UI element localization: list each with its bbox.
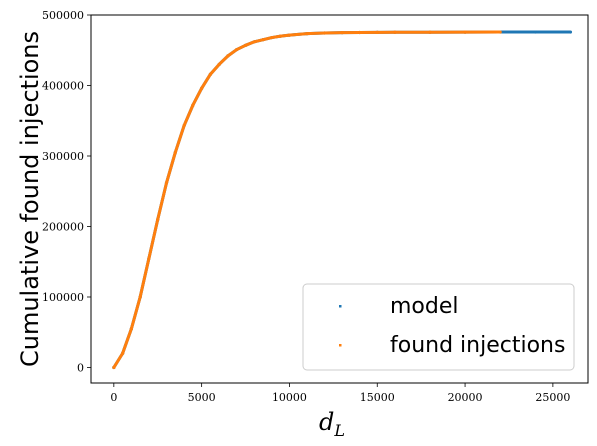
data-point-found-injections xyxy=(121,351,125,355)
legend-box xyxy=(302,283,575,371)
x-tick-label: 25000 xyxy=(535,391,570,404)
legend-marker-found-injections xyxy=(339,344,342,347)
data-point-found-injections xyxy=(243,43,248,47)
series-found-injections xyxy=(112,30,502,370)
y-tick-label: 500000 xyxy=(42,9,84,22)
y-tick-label: 200000 xyxy=(42,220,84,233)
data-point-model xyxy=(568,30,573,34)
data-point-found-injections xyxy=(147,256,151,260)
data-point-found-injections xyxy=(305,32,309,36)
data-point-found-injections xyxy=(156,217,160,222)
y-tick-label: 300000 xyxy=(42,150,84,163)
data-point-found-injections xyxy=(173,150,177,155)
x-tick-label: 20000 xyxy=(448,391,483,404)
y-tick-label: 400000 xyxy=(42,79,84,92)
data-point-found-injections xyxy=(164,181,169,185)
series-line-found-injections xyxy=(112,30,501,369)
data-point-found-injections xyxy=(279,34,283,38)
y-axis-label: Cumulative found injections xyxy=(16,31,44,367)
data-point-found-injections xyxy=(428,30,432,34)
data-point-found-injections xyxy=(226,54,230,58)
data-point-found-injections xyxy=(138,295,142,299)
data-point-found-injections xyxy=(129,327,133,331)
x-tick-label: 10000 xyxy=(272,391,307,404)
legend-marker-model xyxy=(339,305,342,308)
data-point-found-injections xyxy=(208,72,213,76)
x-tick-label: 15000 xyxy=(360,391,395,404)
data-point-found-injections xyxy=(340,31,344,35)
legend-label-found-injections: found injections xyxy=(390,333,565,358)
data-point-found-injections xyxy=(200,86,204,90)
data-point-found-injections xyxy=(498,30,502,34)
x-tick-label: 5000 xyxy=(188,391,216,404)
plot-frame xyxy=(90,14,589,384)
data-point-found-injections xyxy=(463,30,467,34)
x-axis-label-main: d xyxy=(319,408,334,436)
data-point-found-injections xyxy=(191,103,195,107)
plot-series xyxy=(112,30,573,370)
x-axis-label: dL xyxy=(319,408,345,440)
data-point-found-injections xyxy=(375,30,379,34)
data-point-found-injections xyxy=(393,30,397,34)
x-tick-label: 0 xyxy=(110,391,117,404)
data-point-found-injections xyxy=(182,124,186,128)
data-point-found-injections xyxy=(287,33,292,37)
data-point-found-injections xyxy=(322,31,327,35)
y-tick-label: 100000 xyxy=(42,291,84,304)
data-point-found-injections xyxy=(252,40,256,44)
data-point-found-injections xyxy=(358,30,362,35)
data-point-found-injections xyxy=(235,47,239,52)
legend: model found injections xyxy=(302,283,575,371)
y-tick-label: 0 xyxy=(77,361,84,374)
data-point-model xyxy=(533,30,537,34)
data-point-found-injections xyxy=(261,38,265,42)
y-axis: 0 100000 200000 300000 400000 500000 xyxy=(42,9,91,374)
x-axis: 0 5000 10000 15000 20000 25000 xyxy=(110,383,570,404)
x-axis-label-sub: L xyxy=(333,421,345,440)
data-point-found-injections xyxy=(112,365,116,370)
legend-label-model: model xyxy=(390,294,459,319)
data-point-found-injections xyxy=(270,35,274,40)
data-point-found-injections xyxy=(217,62,221,66)
